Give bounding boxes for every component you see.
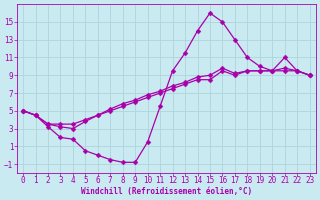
- X-axis label: Windchill (Refroidissement éolien,°C): Windchill (Refroidissement éolien,°C): [81, 187, 252, 196]
